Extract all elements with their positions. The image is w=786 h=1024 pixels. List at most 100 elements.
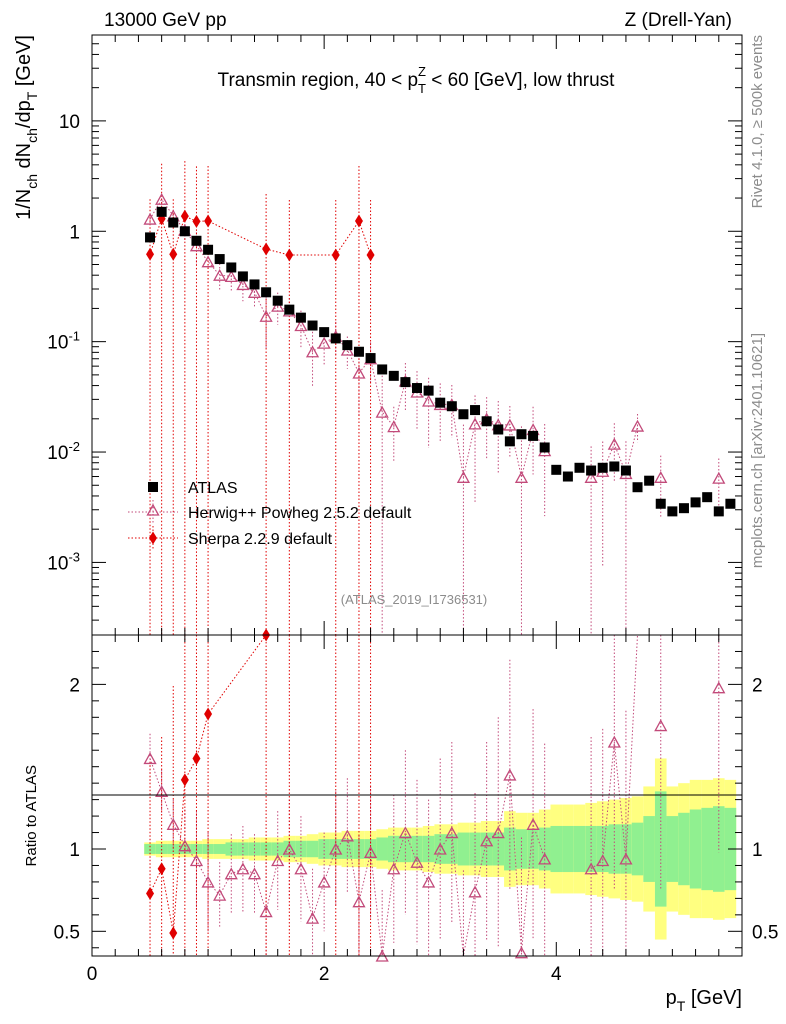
y-axis-label: 1/Nch dNch/dpT [GeV] xyxy=(13,35,40,220)
atlas-point xyxy=(620,465,631,476)
plot-title: Transmin region, 40 < pTZ < 60 [GeV], lo… xyxy=(218,64,616,96)
herwig-ratio-point xyxy=(491,826,505,839)
ratio-band-green xyxy=(411,835,423,863)
herwig-main-point xyxy=(305,345,320,358)
atlas-point xyxy=(226,262,237,273)
mcplots-label: mcplots.cern.ch [arXiv:2401.10621] xyxy=(749,333,766,568)
atlas-point xyxy=(261,287,272,298)
atlas-point xyxy=(458,409,469,420)
ratio-band-green xyxy=(237,842,249,856)
herwig-main-point xyxy=(503,418,517,431)
herwig-main-point xyxy=(247,285,262,298)
herwig-ratio-point xyxy=(410,855,424,868)
sherpa-main-point xyxy=(169,247,178,261)
atlas-point xyxy=(586,465,597,476)
ratio-band-green xyxy=(306,840,319,858)
sherpa-main-point xyxy=(262,242,271,256)
herwig-ratio-point xyxy=(363,845,378,858)
legend-herwig-marker xyxy=(146,503,160,516)
herwig-ratio-point xyxy=(387,862,401,875)
sherpa-ratio-point xyxy=(157,862,166,876)
ratio-band-green xyxy=(387,835,400,863)
ratio-band-green xyxy=(689,809,702,889)
herwig-ratio-point xyxy=(282,842,296,855)
ratio-band-green xyxy=(271,842,284,856)
herwig-ratio-point xyxy=(422,875,436,888)
herwig-ratio-point xyxy=(514,946,529,959)
ratio-band-green xyxy=(144,844,156,854)
atlas-point xyxy=(667,506,678,517)
atlas-point xyxy=(295,312,306,323)
sherpa-main-point xyxy=(366,248,375,262)
atlas-point xyxy=(574,462,585,473)
herwig-ratio-point xyxy=(178,839,192,852)
herwig-main-point xyxy=(317,336,331,349)
atlas-point xyxy=(713,506,724,517)
herwig-ratio-point xyxy=(201,875,215,888)
ratio-band-green xyxy=(376,837,388,861)
atlas-point xyxy=(330,333,341,344)
atlas-point xyxy=(353,346,364,357)
y-tick-label: 10-1 xyxy=(47,329,80,354)
herwig-main-point xyxy=(607,437,621,450)
ratio-band-green xyxy=(643,816,655,882)
atlas-point xyxy=(388,370,399,381)
ratio-band-green xyxy=(562,825,574,873)
ratio-band-green xyxy=(631,822,644,876)
sherpa-ratio-point xyxy=(146,886,155,900)
atlas-point xyxy=(214,254,225,265)
analysis-watermark: (ATLAS_2019_I1736531) xyxy=(341,592,487,607)
sherpa-main-line xyxy=(149,215,372,256)
atlas-point xyxy=(493,424,504,435)
x-tick-label: 0 xyxy=(87,964,98,985)
herwig-ratio-point xyxy=(143,752,157,765)
atlas-point xyxy=(562,471,573,482)
atlas-point xyxy=(725,498,736,509)
ratio-band-green xyxy=(550,825,563,873)
atlas-point xyxy=(191,235,202,246)
herwig-ratio-line xyxy=(149,758,546,957)
herwig-ratio-point xyxy=(607,735,621,748)
legend-herwig-label: Herwig++ Powheg 2.5.2 default xyxy=(188,505,412,522)
herwig-main-point xyxy=(259,309,273,322)
herwig-main-point xyxy=(352,366,366,379)
herwig-ratio-line xyxy=(590,634,638,870)
herwig-ratio-point xyxy=(213,888,227,901)
herwig-main-point xyxy=(654,470,668,483)
atlas-point xyxy=(609,461,620,472)
sherpa-ratio-line xyxy=(149,634,371,934)
atlas-point xyxy=(423,385,434,396)
atlas-point xyxy=(678,503,689,514)
herwig-ratio-point xyxy=(503,768,517,781)
ratio-y-label: Ratio to ATLAS xyxy=(23,765,40,866)
herwig-ratio-point xyxy=(445,826,459,839)
herwig-ratio-point xyxy=(259,905,273,918)
atlas-point xyxy=(412,383,422,394)
herwig-ratio-point xyxy=(398,826,412,839)
y-tick-label: 10-3 xyxy=(47,549,80,574)
atlas-point xyxy=(690,497,701,508)
y-tick-label: 10 xyxy=(59,112,80,133)
atlas-point xyxy=(342,340,353,351)
ratio-tick-label: 1 xyxy=(69,840,80,861)
atlas-point xyxy=(284,304,295,315)
atlas-point xyxy=(272,295,283,306)
atlas-point xyxy=(365,353,376,364)
atlas-point xyxy=(145,232,156,243)
ratio-tick-label-right: 0.5 xyxy=(752,922,778,943)
herwig-main-point xyxy=(422,394,436,407)
herwig-main-point xyxy=(155,192,169,205)
herwig-ratio-point xyxy=(584,862,598,875)
y-tick-label: 1 xyxy=(69,222,80,243)
herwig-ratio-point xyxy=(305,911,320,924)
sherpa-ratio-point xyxy=(204,707,213,721)
atlas-point xyxy=(400,377,411,388)
herwig-main-point xyxy=(375,405,389,418)
atlas-point xyxy=(319,327,330,338)
herwig-ratio-point xyxy=(619,852,633,865)
herwig-ratio-point xyxy=(468,885,482,898)
atlas-point xyxy=(168,217,179,228)
sherpa-main-point xyxy=(204,214,213,228)
sherpa-main-point xyxy=(285,248,294,262)
atlas-point xyxy=(307,320,318,331)
